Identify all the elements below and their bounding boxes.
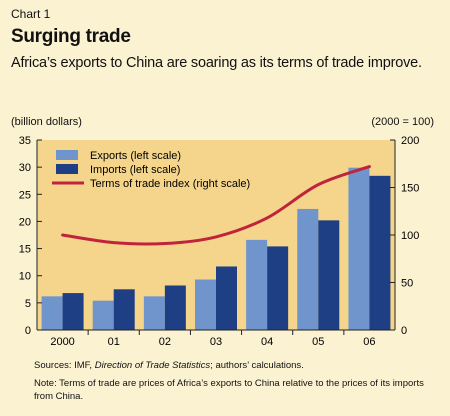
- source-note: Sources: IMF, Direction of Trade Statist…: [34, 360, 304, 371]
- exports-bar-01: [92, 300, 114, 330]
- exports-bar-03: [195, 279, 216, 330]
- imports-bar-05: [318, 220, 340, 330]
- legend-swatch: [56, 164, 78, 174]
- x-tick-label: 02: [159, 336, 171, 348]
- exports-bar-04: [246, 239, 268, 330]
- x-tick-label: 2000: [50, 336, 74, 348]
- right-tick-label: 100: [401, 230, 419, 242]
- x-tick-label: 04: [261, 336, 273, 348]
- chart-subtitle: Africa’s exports to China are soaring as…: [11, 55, 422, 71]
- imports-bar-04: [267, 246, 289, 330]
- left-tick-label: 15: [19, 244, 31, 256]
- imports-bar-02: [164, 285, 186, 330]
- chart-label: Chart 1: [11, 7, 51, 21]
- x-tick-label: 05: [312, 336, 324, 348]
- left-tick-label: 25: [19, 189, 31, 201]
- legend-label: Exports (left scale): [90, 150, 181, 162]
- left-tick-label: 30: [19, 162, 31, 174]
- x-tick-label: 06: [363, 336, 375, 348]
- legend-label: Imports (left scale): [90, 164, 180, 176]
- imports-bar-2000: [62, 293, 84, 330]
- imports-bar-06: [369, 175, 391, 330]
- right-tick-label: 150: [401, 183, 419, 195]
- right-tick-label: 50: [401, 278, 413, 290]
- right-axis-label: (2000 = 100): [371, 116, 434, 128]
- right-tick-label: 0: [401, 325, 407, 337]
- imports-bar-01: [113, 289, 135, 330]
- exports-bar-05: [297, 208, 319, 330]
- terms-of-trade-line: [61, 165, 371, 246]
- left-tick-label: 35: [19, 135, 31, 147]
- right-tick-label: 200: [401, 135, 419, 147]
- exports-bar-02: [143, 296, 165, 330]
- exports-bar-2000: [41, 296, 63, 330]
- x-tick-label: 03: [210, 336, 222, 348]
- legend-swatch: [56, 150, 78, 160]
- left-axis-label: (billion dollars): [11, 116, 82, 128]
- chart-title: Surging trade: [11, 26, 131, 47]
- exports-bar-06: [348, 167, 370, 330]
- imports-bar-03: [216, 266, 237, 330]
- left-tick-label: 0: [25, 325, 31, 337]
- left-tick-label: 20: [19, 216, 31, 228]
- x-tick-label: 01: [108, 336, 120, 348]
- left-tick-label: 10: [19, 271, 31, 283]
- footnote: Note: Terms of trade are prices of Afric…: [34, 378, 424, 402]
- legend-label: Terms of trade index (right scale): [90, 178, 250, 190]
- left-tick-label: 5: [25, 298, 31, 310]
